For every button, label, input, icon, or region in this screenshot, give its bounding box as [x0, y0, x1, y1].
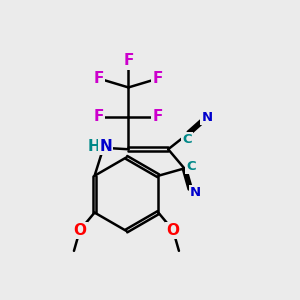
Text: F: F	[153, 110, 163, 124]
Text: F: F	[94, 110, 104, 124]
Text: F: F	[153, 71, 163, 86]
Text: C: C	[186, 160, 196, 172]
Text: N: N	[202, 111, 213, 124]
Text: F: F	[94, 71, 104, 86]
Text: C: C	[182, 133, 192, 146]
Text: N: N	[190, 186, 201, 199]
Text: O: O	[167, 223, 179, 238]
Text: O: O	[73, 223, 86, 238]
Text: F: F	[123, 53, 134, 68]
Text: N: N	[99, 139, 112, 154]
Text: H: H	[88, 139, 100, 154]
